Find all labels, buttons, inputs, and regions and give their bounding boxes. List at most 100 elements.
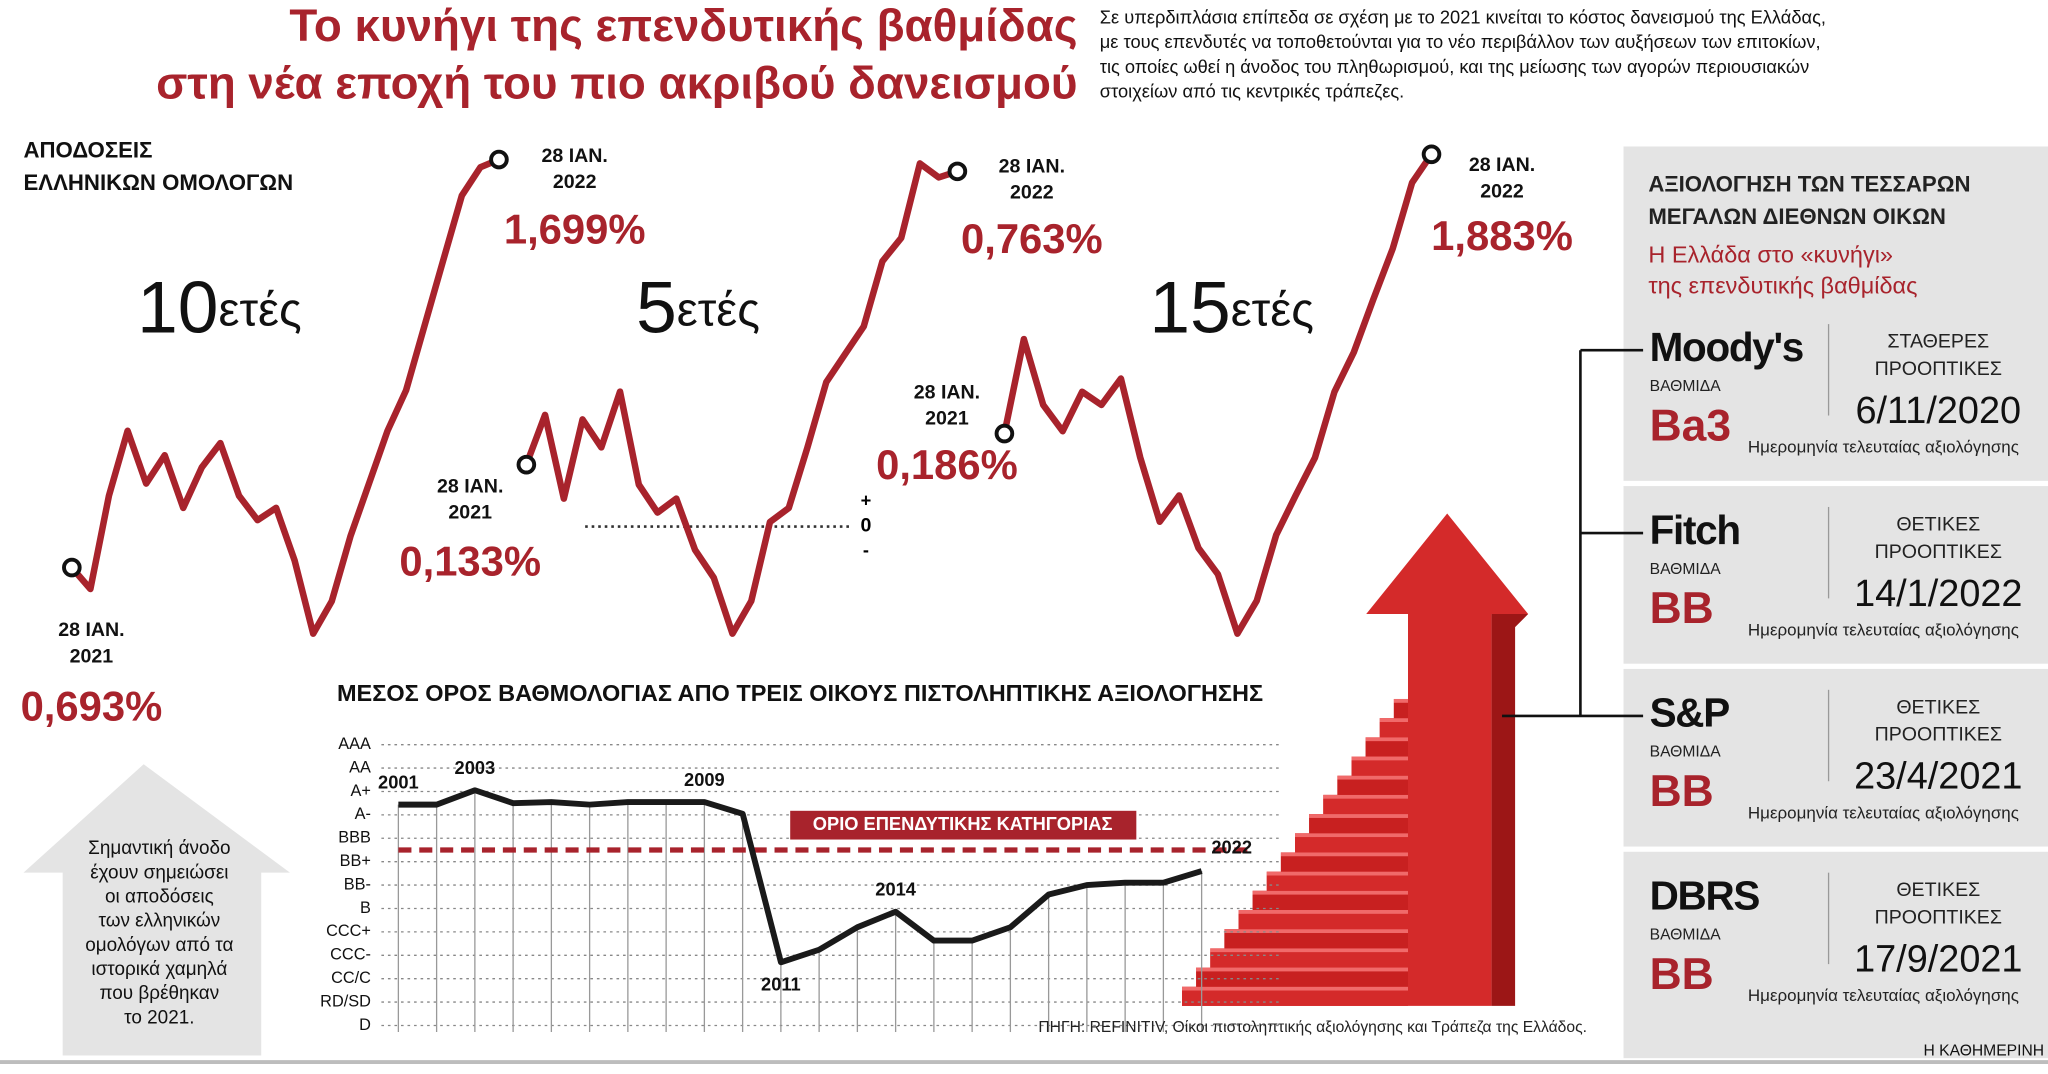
y-tick-label: CCC+ (326, 922, 371, 940)
value-label: 1,699% (504, 206, 646, 253)
stair-tread (1365, 737, 1408, 742)
y-tick-label: CC/C (331, 969, 371, 987)
y-tick-label: D (359, 1016, 371, 1034)
source: ΠΗΓΗ: REFINITIV, Οίκοι πιστοληπτικής αξι… (1038, 1019, 1587, 1036)
panel-separator (1623, 480, 2048, 487)
start-dot (994, 423, 1015, 444)
maturity-suffix: ετές (218, 283, 301, 336)
brand: Η ΚΑΘΗΜΕΡΙΝΗ (1923, 1043, 2044, 1060)
date-caption: Ημερομηνία τελευταίας αξιολόγησης (1748, 986, 2019, 1005)
stair-riser (1266, 875, 1408, 891)
stair-tread (1182, 986, 1408, 991)
start-dot (62, 557, 82, 578)
rating-label: ΒΑΘΜΙΔΑ (1650, 927, 1722, 944)
intro-line: τις οποίες ωθεί η άνοδος του πληθωρισμού… (1100, 56, 1809, 77)
outlook: ΠΡΟΟΠΤΙΚΕΣ (1875, 724, 2002, 746)
date-label: 28 ΙΑΝ. (542, 145, 608, 167)
zero-sign: - (863, 539, 869, 560)
date-label: 28 ΙΑΝ. (1469, 154, 1535, 176)
y-tick-label: CCC- (330, 946, 371, 964)
maturity-number: 15 (1149, 268, 1230, 349)
stair-tread (1252, 890, 1408, 895)
year-label: 2009 (684, 769, 725, 790)
value-label: 0,693% (21, 682, 163, 729)
date-label: 2021 (925, 408, 969, 430)
date-caption: Ημερομηνία τελευταίας αξιολόγησης (1748, 438, 2019, 457)
y-tick-label: AAA (338, 735, 371, 753)
stair-riser (1379, 722, 1408, 738)
maturity-label: 15ετές (1149, 268, 1314, 349)
stair-riser (1252, 894, 1408, 910)
maturity-number: 5 (636, 268, 677, 349)
y-tick-label: RD/SD (320, 992, 371, 1010)
maturity-number: 10 (137, 268, 218, 349)
outlook: ΣΤΑΘΕΡΕΣ (1887, 331, 1989, 353)
threshold-label: ΟΡΙΟ ΕΠΕΝΔΥΤΙΚΗΣ ΚΑΤΗΓΟΡΙΑΣ (813, 813, 1113, 834)
note-line: έχουν σημειώσει (90, 862, 228, 883)
stair-riser (1280, 856, 1408, 872)
ratings-panel-bg (1623, 146, 2048, 1059)
outlook: ΠΡΟΟΠΤΙΚΕΣ (1875, 358, 2002, 380)
value-label: 0,186% (876, 441, 1018, 488)
stair-tread (1309, 814, 1408, 818)
panel-separator (1623, 663, 2048, 669)
rating-line (398, 787, 1203, 966)
date-label: 28 ΙΑΝ. (58, 619, 124, 641)
stair-arrow (1182, 513, 1529, 1006)
rating-label: ΒΑΘΜΙΔΑ (1650, 378, 1722, 395)
stair-riser (1196, 971, 1408, 987)
date-caption: Ημερομηνία τελευταίας αξιολόγησης (1748, 803, 2019, 822)
date-caption: Ημερομηνία τελευταίας αξιολόγησης (1748, 621, 2019, 640)
yield-line (523, 160, 959, 637)
stair-tread (1196, 967, 1408, 972)
rating: BB (1650, 950, 1714, 999)
date-label: 2021 (70, 645, 114, 667)
y-tick-label: BB+ (340, 852, 371, 870)
stair-riser (1351, 760, 1408, 776)
year-label: 2011 (761, 974, 801, 995)
maturity-label: 5ετές (636, 268, 760, 349)
stair-tread (1379, 718, 1408, 723)
yield-line (1001, 152, 1435, 637)
title: Το κυνήγι της επενδυτικής βαθμίδας (289, 0, 1077, 51)
agency-name: S&P (1650, 690, 1730, 736)
value-label: 0,133% (399, 537, 541, 584)
y-tick-label: A- (355, 805, 371, 823)
y-tick-label: A+ (351, 782, 371, 800)
date-label: 2022 (1010, 182, 1054, 204)
note-line: ομολόγων από τα (85, 935, 233, 956)
intro-line: Σε υπερδιπλάσια επίπεδα σε σχέση με το 2… (1100, 6, 1826, 27)
zero-sign: + (861, 490, 872, 511)
rating-label: ΒΑΘΜΙΔΑ (1650, 744, 1722, 761)
date-label: 2022 (553, 171, 597, 193)
agency-name: Fitch (1650, 507, 1740, 553)
y-tick-label: BB- (344, 875, 371, 893)
stair-riser (1309, 817, 1408, 834)
yields-heading: ΕΛΛΗΝΙΚΩΝ ΟΜΟΛΟΓΩΝ (24, 170, 294, 195)
intro-line: με τους επενδυτές να τοποθετούνται για τ… (1100, 31, 1821, 52)
date-label: 2021 (448, 502, 492, 524)
agency-name: DBRS (1650, 872, 1760, 918)
stair-riser (1182, 990, 1408, 1006)
stair-riser (1365, 741, 1408, 757)
note-arrow (23, 764, 290, 1056)
year-label: 2022 (1211, 837, 1252, 858)
stair-tread (1238, 909, 1408, 914)
rating-date: 23/4/2021 (1854, 756, 2022, 798)
year-label: 2014 (875, 879, 916, 900)
note-line: ιστορικά χαμηλά (91, 959, 227, 980)
outlook: ΘΕΤΙΚΕΣ (1896, 513, 1980, 535)
panel-heading: ΜΕΓΑΛΩΝ ΔΙΕΘΝΩΝ ΟΙΚΩΝ (1648, 204, 1946, 229)
rating-date: 14/1/2022 (1854, 573, 2022, 615)
agency-name: Moody's (1650, 324, 1803, 370)
note-line: των ελληνικών (98, 911, 220, 932)
panel-heading: ΑΞΙΟΛΟΓΗΣΗ ΤΩΝ ΤΕΣΣΑΡΩΝ (1648, 172, 1970, 197)
stair-riser (1224, 933, 1408, 949)
stair-tread (1280, 852, 1408, 857)
date-label: 28 ΙΑΝ. (999, 156, 1065, 178)
end-dot (947, 161, 968, 182)
note-line: που βρέθηκαν (100, 983, 220, 1004)
stair-riser (1210, 952, 1408, 968)
panel-subheading: της επενδυτικής βαθμίδας (1648, 273, 1917, 299)
